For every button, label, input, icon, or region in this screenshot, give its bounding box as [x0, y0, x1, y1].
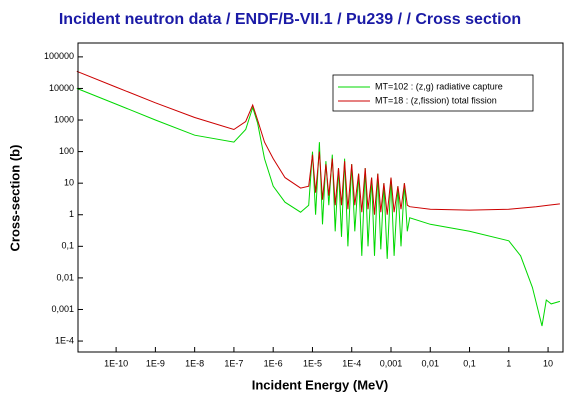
y-tick-label: 0,01	[56, 272, 74, 282]
x-tick-label: 10	[543, 358, 553, 368]
x-tick-label: 1E-4	[342, 358, 361, 368]
legend-label: MT=18 : (z,fission) total fission	[375, 95, 497, 105]
x-tick-label: 1E-10	[104, 358, 128, 368]
x-tick-label: 1E-7	[224, 358, 243, 368]
series-line	[76, 70, 560, 215]
x-tick-label: 1E-6	[264, 358, 283, 368]
y-tick-label: 100000	[44, 51, 74, 61]
x-tick-label: 1E-8	[185, 358, 204, 368]
y-tick-label: 1E-4	[55, 335, 74, 345]
legend-box	[332, 74, 534, 112]
plot-area	[76, 70, 561, 327]
series-line	[76, 87, 561, 327]
x-axis-label: Incident Energy (MeV)	[252, 377, 389, 392]
y-tick-label: 0,1	[61, 241, 74, 251]
x-tick-label: 1	[506, 358, 511, 368]
plot-frame	[77, 42, 564, 353]
y-axis-label: Cross-section (b)	[7, 145, 22, 252]
y-tick-label: 100	[59, 146, 74, 156]
x-tick-label: 0,01	[421, 358, 439, 368]
y-tick-label: 1	[69, 209, 74, 219]
x-tick-label: 1E-5	[303, 358, 322, 368]
y-tick-label: 0,001	[51, 304, 74, 314]
legend-label: MT=102 : (z,g) radiative capture	[375, 81, 503, 91]
y-tick-label: 10	[64, 178, 74, 188]
x-tick-label: 0,1	[463, 358, 476, 368]
x-tick-label: 1E-9	[146, 358, 165, 368]
y-tick-label: 1000	[54, 114, 74, 124]
chart-title: Incident neutron data / ENDF/B-VII.1 / P…	[59, 11, 521, 28]
x-tick-label: 0,001	[380, 358, 403, 368]
y-tick-label: 10000	[49, 83, 74, 93]
